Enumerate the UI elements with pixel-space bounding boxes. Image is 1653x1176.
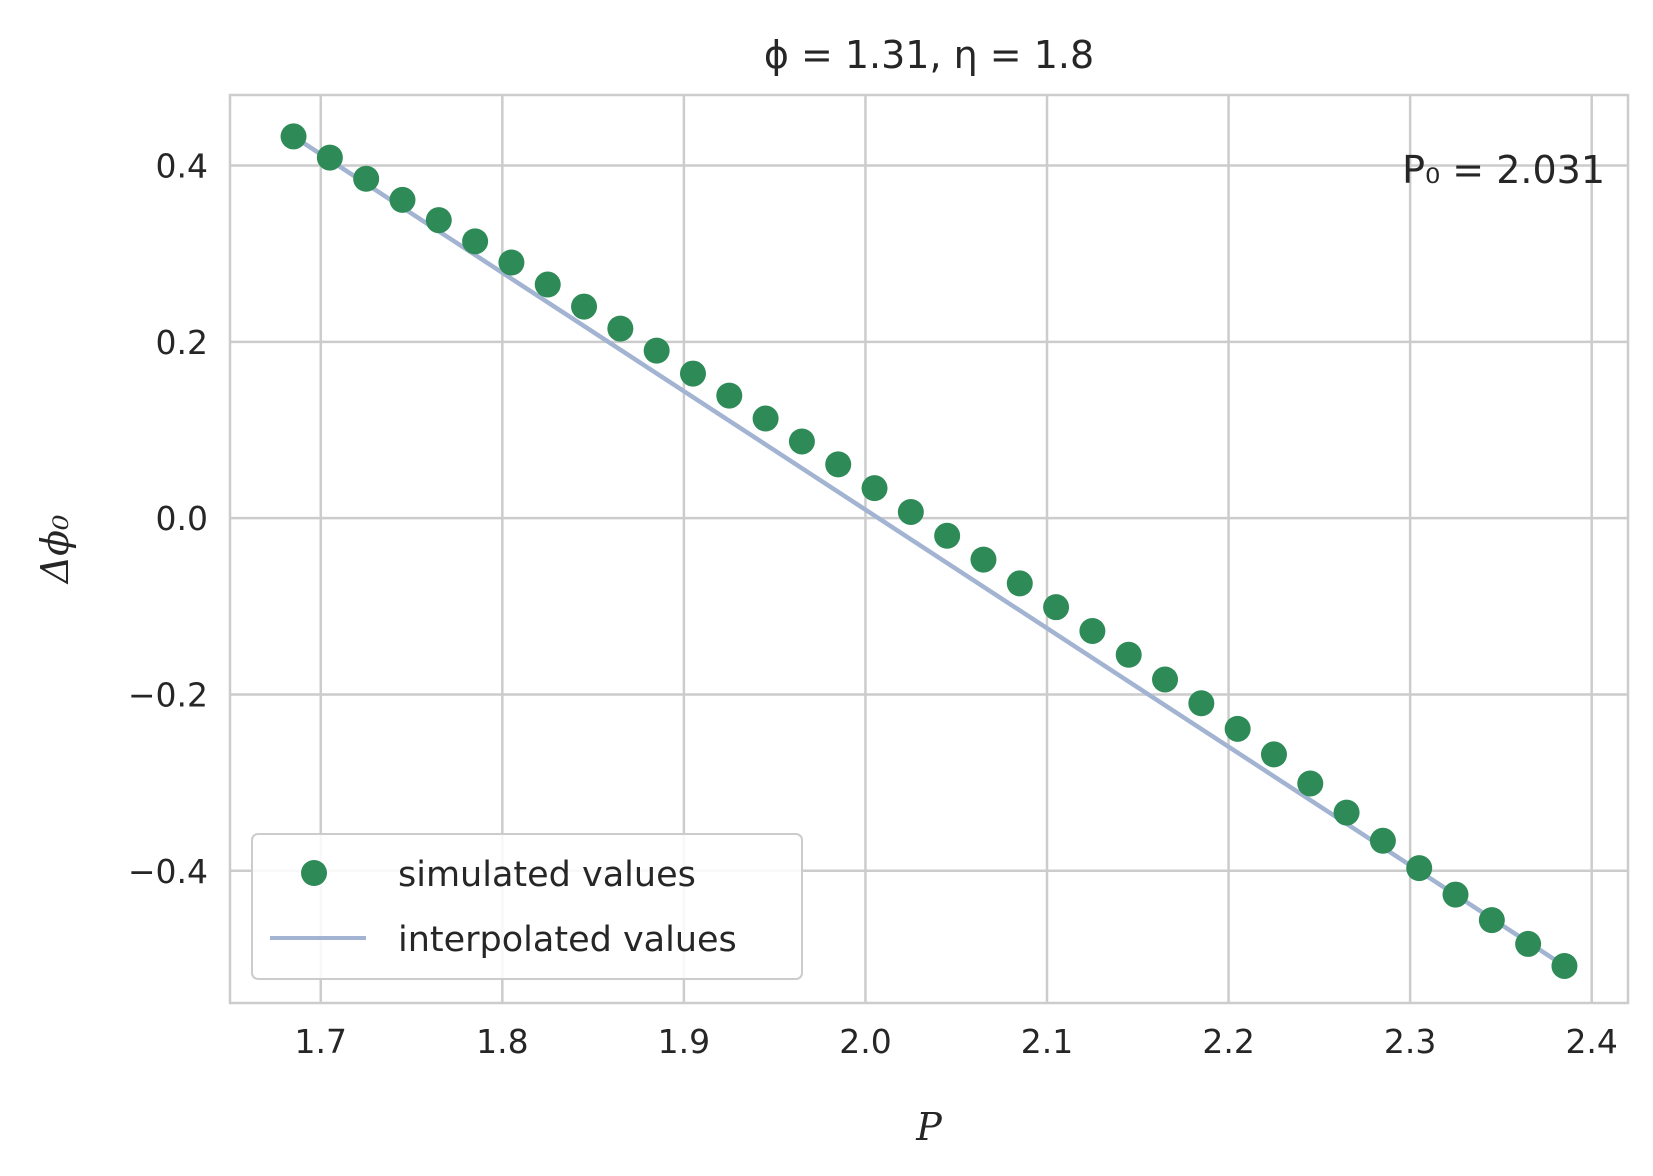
- data-point: [897, 498, 924, 525]
- chart-title: ϕ = 1.31, η = 1.8: [764, 33, 1094, 77]
- series-layer: [280, 123, 1578, 979]
- x-tick-label: 2.3: [1384, 1022, 1436, 1061]
- data-point: [970, 546, 997, 573]
- data-point: [1442, 881, 1469, 908]
- data-point: [389, 186, 416, 213]
- data-point: [679, 360, 706, 387]
- data-point: [1406, 855, 1433, 882]
- y-tick-label: 0.0: [156, 499, 208, 538]
- plot-frame: [228, 93, 1630, 1005]
- data-point: [716, 382, 743, 409]
- data-point: [462, 228, 489, 255]
- data-point: [934, 522, 961, 549]
- x-tick-label: 1.9: [658, 1022, 710, 1061]
- y-tick-labels: −0.4 −0.2 0.0 0.2 0.4: [128, 147, 208, 891]
- data-point: [1079, 617, 1106, 644]
- data-point: [316, 144, 343, 171]
- data-point: [643, 337, 670, 364]
- x-tick-label: 1.8: [476, 1022, 528, 1061]
- data-point: [1551, 952, 1578, 979]
- x-tick-label: 1.7: [295, 1022, 347, 1061]
- interpolated-line: [292, 134, 1566, 968]
- data-point: [425, 207, 452, 234]
- data-point: [353, 165, 380, 192]
- y-tick-label: −0.2: [128, 675, 208, 714]
- data-point: [1515, 930, 1542, 957]
- data-point: [280, 123, 307, 150]
- legend-box: [251, 833, 803, 980]
- x-tick-label: 2.0: [839, 1022, 891, 1061]
- data-point: [861, 475, 888, 502]
- data-point: [1115, 641, 1142, 668]
- data-point: [1006, 570, 1033, 597]
- data-point: [534, 271, 561, 298]
- x-tick-labels: 1.7 1.8 1.9 2.0 2.1 2.2 2.3 2.4: [295, 1022, 1618, 1061]
- data-point: [1043, 594, 1070, 621]
- data-point: [498, 249, 525, 276]
- y-axis-title: Δϕ₀: [33, 515, 77, 586]
- data-point: [1224, 715, 1251, 742]
- y-tick-label: 0.4: [156, 147, 208, 186]
- data-point: [825, 451, 852, 478]
- data-point: [607, 315, 634, 342]
- data-point: [1152, 666, 1179, 693]
- data-point: [1333, 799, 1360, 826]
- x-tick-label: 2.4: [1565, 1022, 1617, 1061]
- data-point: [752, 405, 779, 432]
- data-point: [571, 293, 598, 320]
- data-point: [1188, 690, 1215, 717]
- y-tick-label: −0.4: [128, 852, 208, 891]
- data-point: [1260, 741, 1287, 768]
- legend-label-simulated: simulated values: [398, 855, 696, 895]
- legend-label-interpolated: interpolated values: [398, 920, 737, 960]
- data-point: [1478, 907, 1505, 934]
- p0-annotation: P₀ = 2.031: [1402, 148, 1605, 192]
- data-point: [1369, 827, 1396, 854]
- x-tick-label: 2.1: [1021, 1022, 1073, 1061]
- y-tick-label: 0.2: [156, 323, 208, 362]
- x-axis-title: P: [915, 1105, 943, 1149]
- data-point: [788, 428, 815, 455]
- x-tick-label: 2.2: [1202, 1022, 1254, 1061]
- legend: simulated values interpolated values: [251, 833, 803, 980]
- legend-marker-simulated: [301, 860, 327, 886]
- data-point: [1297, 770, 1324, 797]
